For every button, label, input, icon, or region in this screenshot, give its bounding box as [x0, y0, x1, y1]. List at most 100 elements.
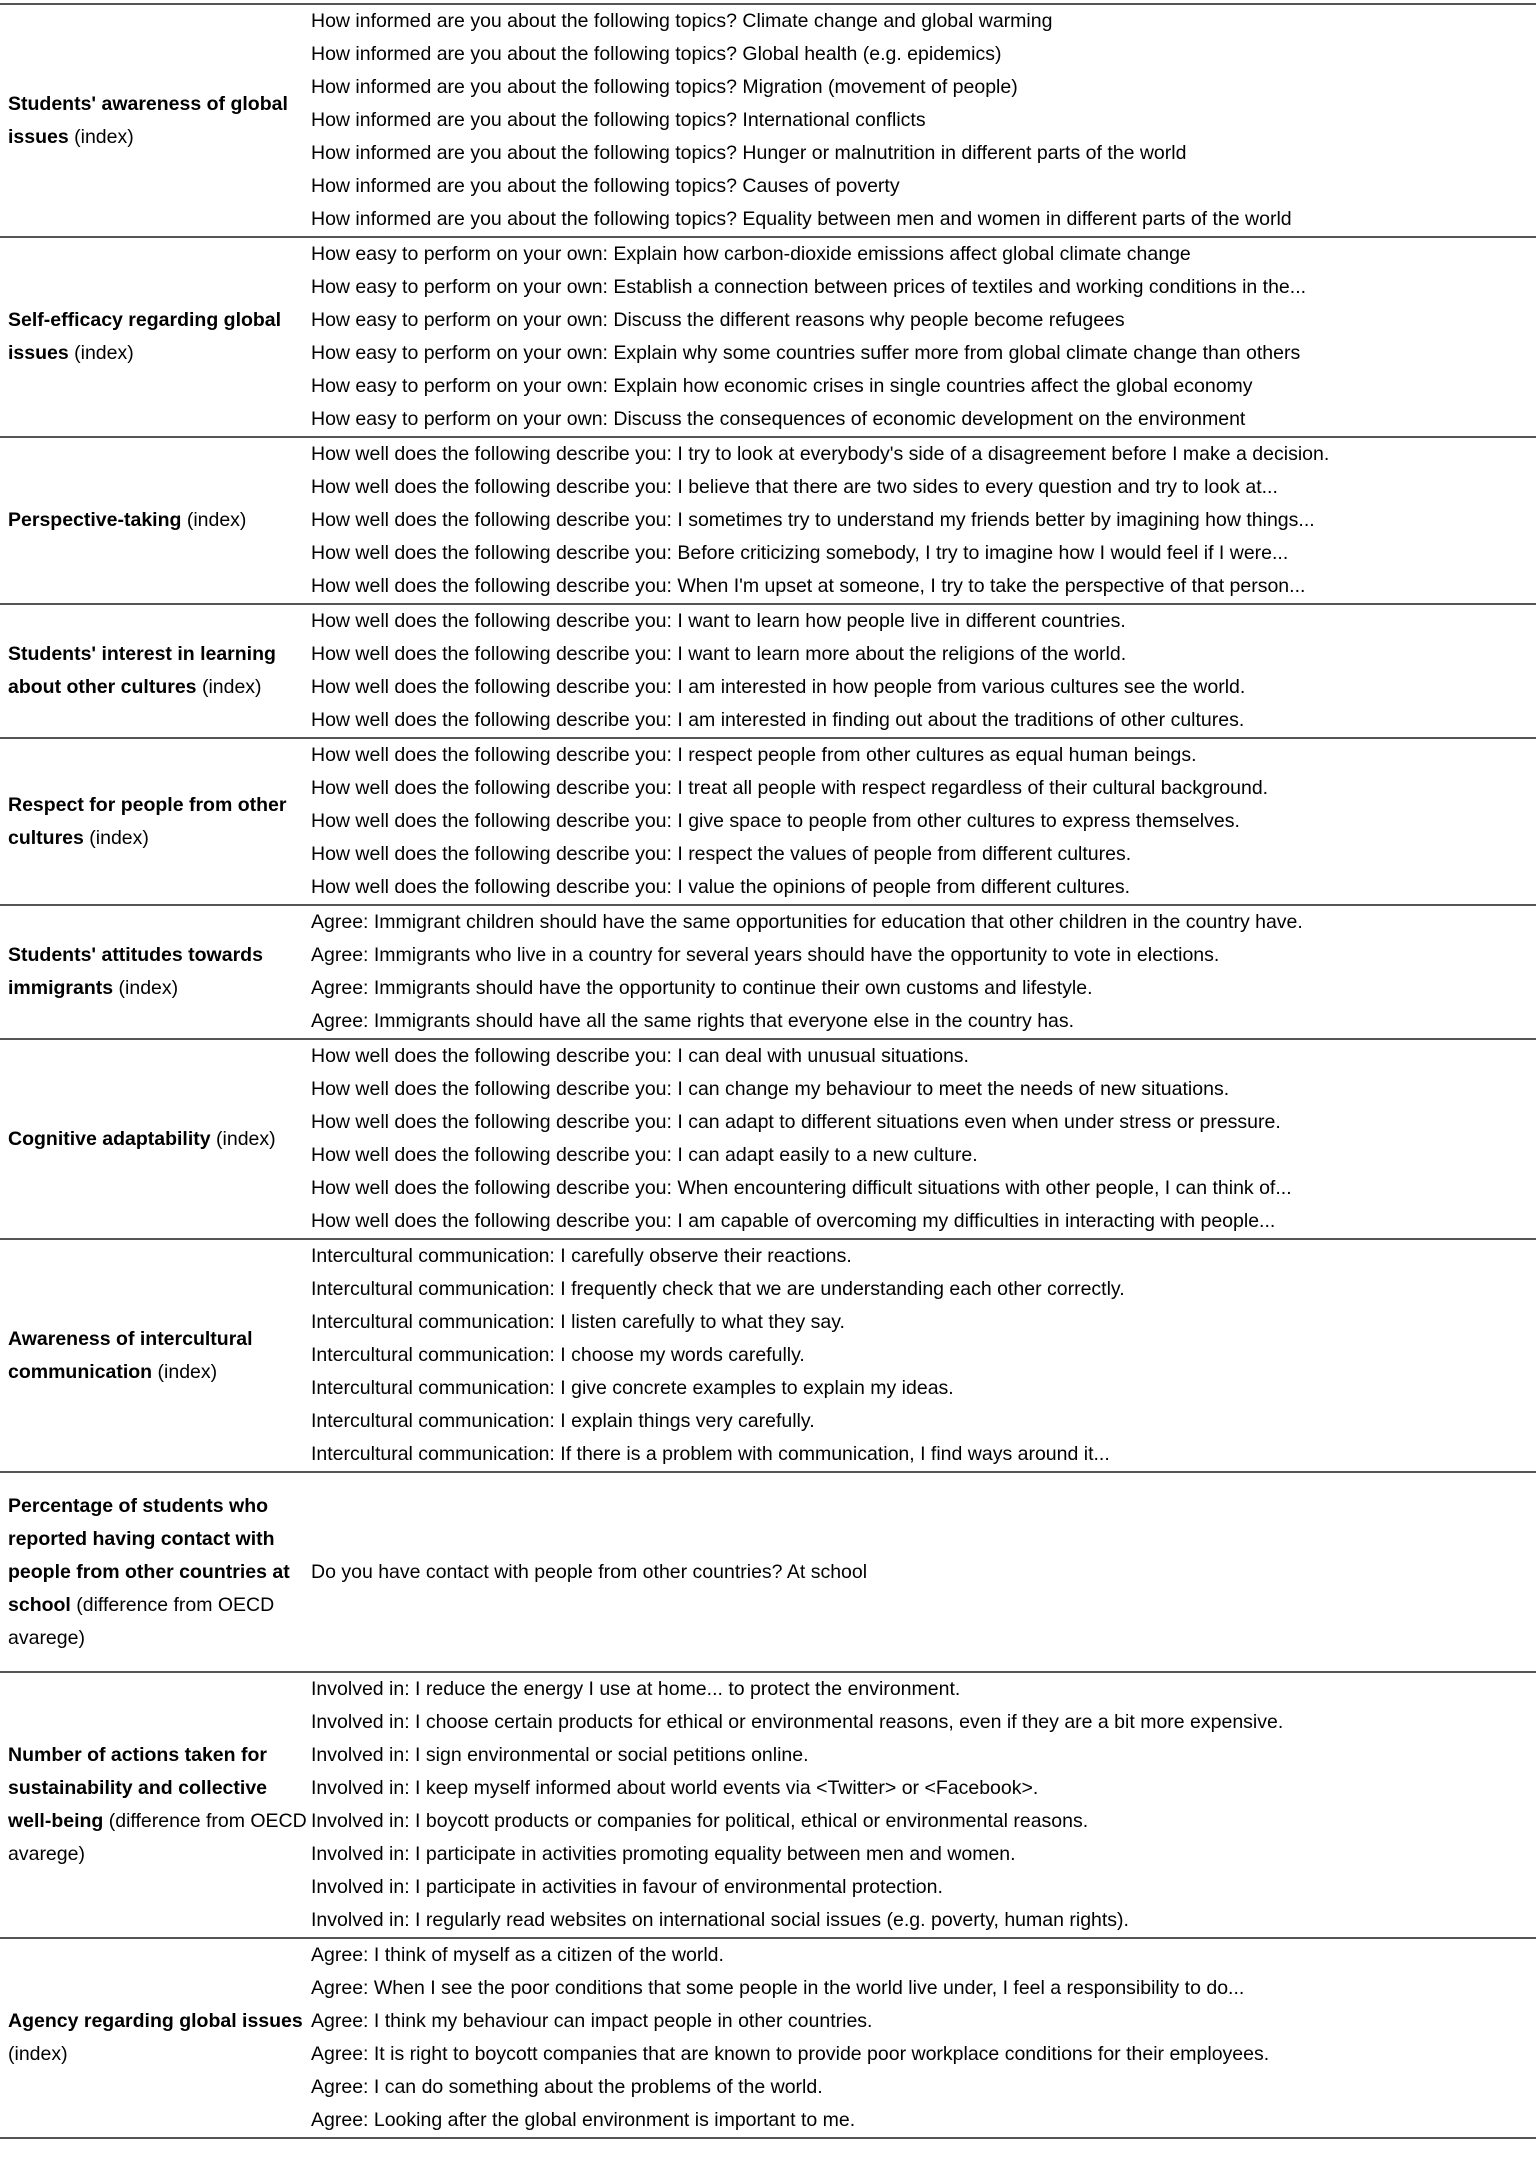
question-item: Agree: Immigrant children should have th… — [311, 911, 1303, 933]
question-item: How informed are you about the following… — [311, 10, 1053, 32]
indicator-name: Respect for people from other cultures — [8, 793, 287, 849]
question-item: How well does the following describe you… — [311, 810, 1240, 832]
question-item: Involved in: I regularly read websites o… — [311, 1909, 1129, 1931]
question-item: Involved in: I choose certain products f… — [311, 1711, 1284, 1733]
indicator-unit: (index) — [83, 826, 149, 849]
question-item: Agree: I think my behaviour can impact p… — [311, 2010, 873, 2032]
table-row: Cognitive adaptability (index) How well d… — [0, 1039, 1536, 1239]
question-item: Agree: Immigrants should have all the sa… — [311, 1010, 1075, 1032]
question-item: Agree: I think of myself as a citizen of… — [311, 1944, 724, 1966]
question-item: How well does the following describe you… — [311, 777, 1269, 799]
question-items: How well does the following describe you… — [311, 1039, 1536, 1239]
indicator-name: Students' attitudes towards immigrants — [8, 944, 263, 999]
question-item: How well does the following describe you… — [311, 643, 1127, 665]
question-item: Agree: Immigrants who live in a country … — [311, 944, 1220, 966]
indicator-label: Self-efficacy regarding global issues (i… — [0, 237, 311, 437]
question-item: How well does the following describe you… — [311, 476, 1278, 498]
question-item: How well does the following describe you… — [311, 542, 1289, 564]
question-item: How well does the following describe you… — [311, 1078, 1230, 1100]
table-row: Students' awareness of global issues (in… — [0, 4, 1536, 237]
indicator-name: Students' awareness of global issues — [8, 92, 288, 148]
indicator-name: Agency regarding global issues — [8, 2010, 303, 2032]
question-item: How well does the following describe you… — [311, 1177, 1292, 1199]
table-row: Agency regarding global issues (index) Ag… — [0, 1938, 1536, 2138]
question-items: How easy to perform on your own: Explain… — [311, 237, 1536, 437]
question-item: How well does the following describe you… — [311, 843, 1132, 865]
question-item: How easy to perform on your own: Explain… — [311, 342, 1301, 364]
indicator-name: Perspective-taking — [8, 509, 182, 531]
question-item: How well does the following describe you… — [311, 575, 1306, 597]
question-item: How easy to perform on your own: Discuss… — [311, 309, 1125, 331]
indicator-label: Awareness of intercultural communication… — [0, 1239, 311, 1472]
question-items: How informed are you about the following… — [311, 4, 1536, 237]
question-item: Intercultural communication: If there is… — [311, 1443, 1110, 1465]
question-item: How informed are you about the following… — [311, 175, 900, 197]
indicator-name: Cognitive adaptability — [8, 1127, 211, 1150]
question-item: How informed are you about the following… — [311, 76, 1018, 98]
question-item: How easy to perform on your own: Discuss… — [311, 408, 1246, 430]
question-item: Intercultural communication: I listen ca… — [311, 1311, 845, 1333]
question-item: Involved in: I participate in activities… — [311, 1876, 943, 1898]
indicator-label: Respect for people from other cultures (… — [0, 738, 311, 905]
indicator-unit: (index) — [68, 342, 134, 364]
table-row: Perspective-taking (index) How well does … — [0, 437, 1536, 604]
question-item: Intercultural communication: I give conc… — [311, 1377, 954, 1399]
table-row: Students' interest in learning about oth… — [0, 604, 1536, 738]
question-item: Intercultural communication: I frequentl… — [311, 1278, 1125, 1300]
indicator-label: Percentage of students who reported havi… — [0, 1472, 311, 1672]
question-item: Agree: Looking after the global environm… — [311, 2109, 856, 2131]
indicator-unit: (index) — [210, 1127, 276, 1150]
question-item: Involved in: I participate in activities… — [311, 1843, 1016, 1865]
indicator-label: Cognitive adaptability (index) — [0, 1039, 311, 1239]
question-items: How well does the following describe you… — [311, 604, 1536, 738]
question-items: How well does the following describe you… — [311, 738, 1536, 905]
indicator-table: Students' awareness of global issues (in… — [0, 3, 1536, 2139]
indicator-unit: (index) — [181, 509, 247, 531]
question-item: How informed are you about the following… — [311, 142, 1187, 164]
question-item: How easy to perform on your own: Explain… — [311, 375, 1253, 397]
indicator-name: Percentage of students who reported havi… — [8, 1494, 290, 1616]
question-items: Agree: I think of myself as a citizen of… — [311, 1938, 1536, 2138]
table-row: Awareness of intercultural communication… — [0, 1239, 1536, 1472]
question-item: How well does the following describe you… — [311, 1045, 969, 1067]
question-item: Agree: When I see the poor conditions th… — [311, 1977, 1245, 1999]
question-item: How easy to perform on your own: Establi… — [311, 276, 1307, 298]
indicator-label: Perspective-taking (index) — [0, 437, 311, 604]
table-row: Number of actions taken for sustainabili… — [0, 1672, 1536, 1938]
question-item: How well does the following describe you… — [311, 709, 1245, 731]
question-item: Involved in: I reduce the energy I use a… — [311, 1678, 961, 1700]
question-item: Do you have contact with people from oth… — [311, 1560, 868, 1583]
question-items: Do you have contact with people from oth… — [311, 1472, 1536, 1672]
indicator-name: Number of actions taken for sustainabili… — [8, 1744, 268, 1832]
indicator-unit: (difference from OECD avarege) — [8, 1593, 275, 1649]
question-item: How well does the following describe you… — [311, 876, 1131, 898]
indicator-label: Students' awareness of global issues (in… — [0, 4, 311, 237]
question-item: Intercultural communication: I carefully… — [311, 1245, 852, 1267]
question-item: How well does the following describe you… — [311, 509, 1315, 531]
indicator-label: Agency regarding global issues (index) — [0, 1938, 311, 2138]
indicator-unit: (index) — [113, 977, 179, 999]
question-items: Involved in: I reduce the energy I use a… — [311, 1672, 1536, 1938]
question-item: Agree: Immigrants should have the opport… — [311, 977, 1093, 999]
question-item: Involved in: I sign environmental or soc… — [311, 1744, 809, 1766]
table-row: Percentage of students who reported havi… — [0, 1472, 1536, 1672]
question-item: Agree: It is right to boycott companies … — [311, 2043, 1270, 2065]
question-item: Agree: I can do something about the prob… — [311, 2076, 823, 2098]
indicator-name: Self-efficacy regarding global issues — [8, 309, 282, 364]
question-item: How well does the following describe you… — [311, 1111, 1281, 1133]
question-item: How well does the following describe you… — [311, 676, 1246, 698]
question-item: Intercultural communication: I explain t… — [311, 1410, 815, 1432]
question-items: How well does the following describe you… — [311, 437, 1536, 604]
indicator-label: Students' interest in learning about oth… — [0, 604, 311, 738]
indicator-label: Students' attitudes towards immigrants (… — [0, 905, 311, 1039]
question-item: How well does the following describe you… — [311, 1144, 978, 1166]
indicator-unit: (index) — [152, 1360, 218, 1383]
indicator-unit: (index) — [8, 2043, 68, 2065]
indicator-unit: (index) — [68, 125, 134, 148]
table-row: Students' attitudes towards immigrants (… — [0, 905, 1536, 1039]
question-item: Involved in: I keep myself informed abou… — [311, 1777, 1039, 1799]
question-item: How well does the following describe you… — [311, 1210, 1276, 1232]
question-items: Agree: Immigrant children should have th… — [311, 905, 1536, 1039]
question-item: How well does the following describe you… — [311, 610, 1126, 632]
question-item: How informed are you about the following… — [311, 208, 1292, 230]
